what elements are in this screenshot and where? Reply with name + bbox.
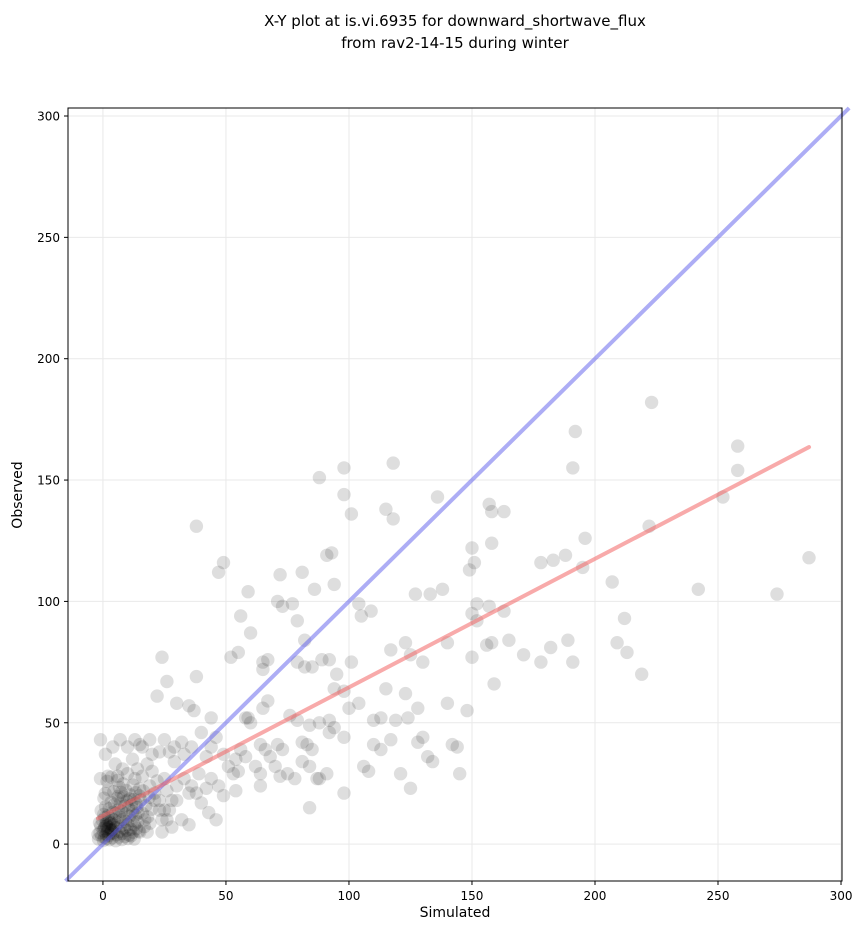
x-tick-label: 300 <box>830 889 853 903</box>
chart-title: X-Y plot at is.vi.6935 for downward_shor… <box>68 10 842 54</box>
y-tick-label: 50 <box>45 716 60 730</box>
y-tick-label: 300 <box>37 110 60 124</box>
x-tick-label: 200 <box>584 889 607 903</box>
x-axis-label: Simulated <box>419 905 491 921</box>
y-tick-label: 0 <box>52 838 60 852</box>
tick-labels: 0 50 100 150 200 250 300 0 50 100 150 200 250 300 <box>37 110 852 903</box>
y-tick-label: 100 <box>37 595 60 609</box>
identity-line <box>64 106 851 883</box>
y-tick-label: 250 <box>37 231 60 245</box>
chart-title-line2: from rav2-14-15 during winter <box>341 34 569 52</box>
axes-spines <box>67 107 843 882</box>
y-tick-label: 150 <box>37 474 60 488</box>
x-tick-label: 150 <box>461 889 484 903</box>
tick-marks <box>64 115 842 885</box>
x-tick-label: 100 <box>338 889 361 903</box>
chart-title-line1: X-Y plot at is.vi.6935 for downward_shor… <box>264 12 646 30</box>
y-axis-label: Observed <box>10 461 26 529</box>
scatter-points <box>91 395 816 848</box>
x-tick-label: 50 <box>218 889 233 903</box>
x-tick-label: 0 <box>99 889 107 903</box>
regression-line <box>96 445 812 821</box>
y-tick-label: 200 <box>37 352 60 366</box>
x-tick-label: 250 <box>707 889 730 903</box>
